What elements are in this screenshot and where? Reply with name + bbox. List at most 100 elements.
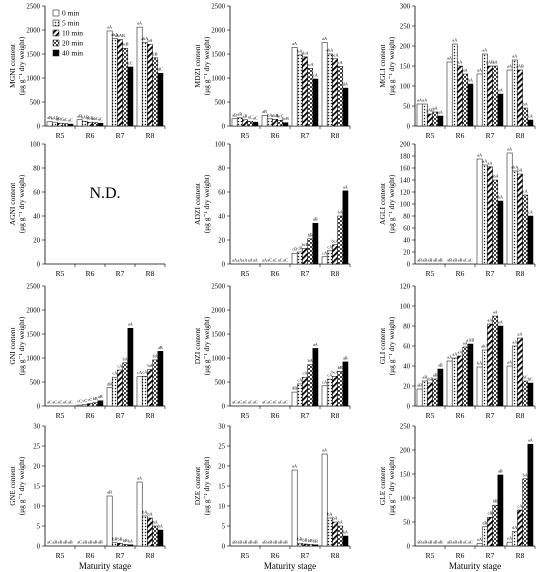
data-label: aB xyxy=(417,383,422,388)
data-label: bcB xyxy=(282,116,289,121)
y-axis-title: GLI content xyxy=(378,327,387,364)
bar xyxy=(106,495,113,547)
y-axis-title: MGLI content xyxy=(378,44,387,88)
y-tick-label: 5 xyxy=(222,524,226,531)
x-tick-label: R8 xyxy=(331,131,340,140)
x-tick-label: R7 xyxy=(116,131,125,140)
bar xyxy=(476,73,483,127)
data-label: aA xyxy=(262,258,267,263)
bar xyxy=(312,348,319,407)
chart-panel-dzi: 0 500 1000 1500 2000 2500 DZI content (μg g⁻¹ d… xyxy=(193,284,351,420)
data-label: aC xyxy=(243,400,248,405)
y-axis-subtitle: (μg g⁻¹ dry weight) xyxy=(202,456,211,515)
bar xyxy=(497,325,504,407)
data-label: dA xyxy=(343,82,348,87)
data-label: aC xyxy=(463,258,468,263)
x-tick-label: R5 xyxy=(426,269,435,278)
bar xyxy=(497,474,504,547)
data-label: aB xyxy=(267,540,272,545)
bar xyxy=(481,526,488,547)
data-label: bB xyxy=(308,232,313,237)
data-label: bA xyxy=(123,356,128,361)
x-tick-label: R6 xyxy=(456,269,465,278)
bar xyxy=(527,382,534,407)
data-label: aA xyxy=(518,332,523,337)
data-label: aC xyxy=(237,400,242,405)
y-tick-label: 60 xyxy=(403,226,410,233)
data-label: aB xyxy=(237,540,242,545)
bar xyxy=(446,61,453,127)
bar xyxy=(427,113,433,127)
chart-panel-gne: 0 5 10 15 20 25 30 GNE content (μg g⁻¹ dry weigh… xyxy=(8,424,166,560)
data-label: aAB xyxy=(486,60,494,65)
data-label: aA xyxy=(447,56,452,61)
y-axis-subtitle: (μg g⁻¹ dry weight) xyxy=(17,316,26,375)
bar xyxy=(342,190,349,265)
data-label: aA xyxy=(463,341,468,346)
bar xyxy=(342,87,349,127)
y-tick-label: 40 xyxy=(218,214,225,221)
data-label: aA xyxy=(528,438,533,443)
bar xyxy=(332,521,338,547)
data-label: aB xyxy=(82,540,87,545)
data-label: aA xyxy=(107,24,112,29)
bar xyxy=(106,30,113,127)
bar xyxy=(522,478,529,547)
y-tick-label: 80 xyxy=(33,166,40,173)
y-tick-label: 2000 xyxy=(26,308,40,315)
bar xyxy=(296,251,303,265)
data-label: aC xyxy=(468,540,473,545)
x-axis-title: Maturity stage xyxy=(449,561,501,571)
data-label: aA xyxy=(498,320,503,325)
data-label: bA xyxy=(517,168,522,173)
data-label: aB xyxy=(232,112,237,117)
bar xyxy=(517,509,523,547)
data-label: bA xyxy=(338,520,343,525)
bar xyxy=(487,516,493,547)
data-label: aA xyxy=(477,153,482,158)
bar xyxy=(127,327,134,407)
data-label: aA xyxy=(482,159,487,164)
y-tick-label: 60 xyxy=(403,344,410,351)
bar xyxy=(517,173,523,265)
x-tick-label: R8 xyxy=(516,131,525,140)
data-label: bA xyxy=(477,361,482,366)
x-axis-title: Maturity stage xyxy=(79,561,131,571)
bar xyxy=(81,120,88,127)
legend-label: 0 min xyxy=(62,9,80,18)
legend-label: 5 min xyxy=(62,19,80,28)
data-label: abA xyxy=(326,48,333,53)
y-tick-label: 30 xyxy=(218,424,225,431)
bar xyxy=(122,362,129,407)
y-tick-label: 50 xyxy=(403,520,410,527)
x-tick-label: R7 xyxy=(486,269,495,278)
data-label: bA xyxy=(267,112,272,117)
data-label: bB xyxy=(303,538,308,543)
y-axis-title: DZI content xyxy=(193,327,202,364)
bar xyxy=(97,122,104,127)
data-label: cA xyxy=(338,60,343,65)
bar xyxy=(111,38,118,127)
data-label: aA xyxy=(232,258,237,263)
data-label: aB xyxy=(248,540,253,545)
data-label: aC xyxy=(253,116,258,121)
data-label: aC xyxy=(248,115,253,120)
x-tick-label: R6 xyxy=(271,131,280,140)
data-label: bA xyxy=(523,102,528,107)
data-label: aB xyxy=(417,540,422,545)
x-tick-label: R8 xyxy=(146,269,155,278)
x-tick-label: R6 xyxy=(271,551,280,560)
y-tick-label: 100 xyxy=(215,142,226,149)
bar xyxy=(87,121,93,127)
data-label: bA xyxy=(158,524,163,529)
data-label: aB xyxy=(98,394,103,399)
data-label: abA xyxy=(481,344,488,349)
bar xyxy=(127,66,134,127)
data-label: bA xyxy=(343,530,348,535)
bar xyxy=(307,238,314,265)
bar xyxy=(506,365,513,407)
y-tick-label: 20 xyxy=(218,238,225,245)
y-tick-label: 2000 xyxy=(211,28,225,35)
bar xyxy=(476,366,483,407)
x-tick-label: R8 xyxy=(516,411,525,420)
